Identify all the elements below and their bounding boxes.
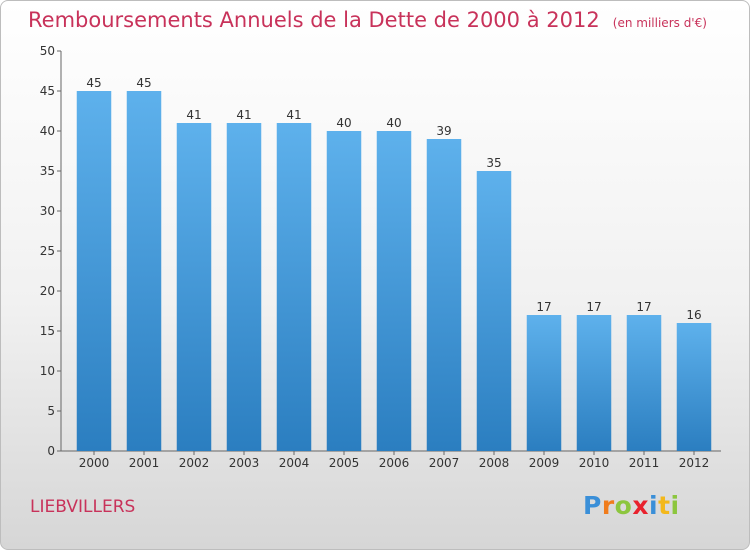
x-tick-label: 2005 <box>329 456 360 470</box>
bar-value-label: 41 <box>286 108 301 122</box>
bar-value-label: 45 <box>136 76 151 90</box>
logo-letter: i <box>670 491 680 520</box>
bar-value-label: 40 <box>336 116 351 130</box>
x-tick-label: 2010 <box>579 456 610 470</box>
bar <box>326 131 362 451</box>
y-tick-label: 20 <box>40 284 55 298</box>
x-tick-label: 2007 <box>429 456 460 470</box>
logo-letter: r <box>601 491 615 520</box>
logo-letter: P <box>583 491 602 520</box>
bar <box>576 315 612 451</box>
y-tick-label: 35 <box>40 164 55 178</box>
bar <box>226 123 262 451</box>
y-tick-label: 40 <box>40 124 55 138</box>
y-tick-label: 45 <box>40 84 55 98</box>
x-tick-label: 2004 <box>279 456 310 470</box>
x-tick-label: 2012 <box>679 456 710 470</box>
y-tick-label: 25 <box>40 244 55 258</box>
x-tick-label: 2002 <box>179 456 210 470</box>
bar-value-label: 16 <box>686 308 701 322</box>
y-tick-label: 5 <box>47 404 55 418</box>
x-tick-label: 2006 <box>379 456 410 470</box>
bar <box>426 139 462 451</box>
x-tick-label: 2001 <box>129 456 160 470</box>
bar-value-label: 17 <box>636 300 651 314</box>
bar <box>526 315 562 451</box>
y-tick-label: 10 <box>40 364 55 378</box>
bar-value-label: 41 <box>236 108 251 122</box>
bar-value-label: 41 <box>186 108 201 122</box>
y-tick-label: 15 <box>40 324 55 338</box>
logo-letter: o <box>614 491 633 520</box>
bar <box>476 171 512 451</box>
logo-letter: x <box>632 491 649 520</box>
bar-value-label: 45 <box>86 76 101 90</box>
chart-title-text: Remboursements Annuels de la Dette de 20… <box>28 8 600 32</box>
bar-value-label: 17 <box>536 300 551 314</box>
bar-value-label: 39 <box>436 124 451 138</box>
y-tick-label: 0 <box>47 444 55 458</box>
x-tick-label: 2009 <box>529 456 560 470</box>
x-tick-label: 2011 <box>629 456 660 470</box>
x-tick-label: 2003 <box>229 456 260 470</box>
y-tick-label: 50 <box>40 44 55 58</box>
bar <box>176 123 212 451</box>
bar <box>376 131 412 451</box>
bar <box>626 315 662 451</box>
bar-value-label: 17 <box>586 300 601 314</box>
bar <box>276 123 312 451</box>
bar-value-label: 35 <box>486 156 501 170</box>
x-tick-label: 2000 <box>79 456 110 470</box>
chart-unit: (en milliers d'€) <box>612 16 707 30</box>
bar <box>676 323 712 451</box>
logo-letter: i <box>649 491 659 520</box>
bar <box>126 91 162 451</box>
commune-name: LIEBVILLERS <box>30 497 136 517</box>
logo-letter: t <box>658 491 671 520</box>
y-tick-label: 30 <box>40 204 55 218</box>
bar <box>76 91 112 451</box>
bar-value-label: 40 <box>386 116 401 130</box>
x-tick-label: 2008 <box>479 456 510 470</box>
proxiti-logo: Proxiti <box>583 491 680 520</box>
chart-title: Remboursements Annuels de la Dette de 20… <box>28 8 707 32</box>
